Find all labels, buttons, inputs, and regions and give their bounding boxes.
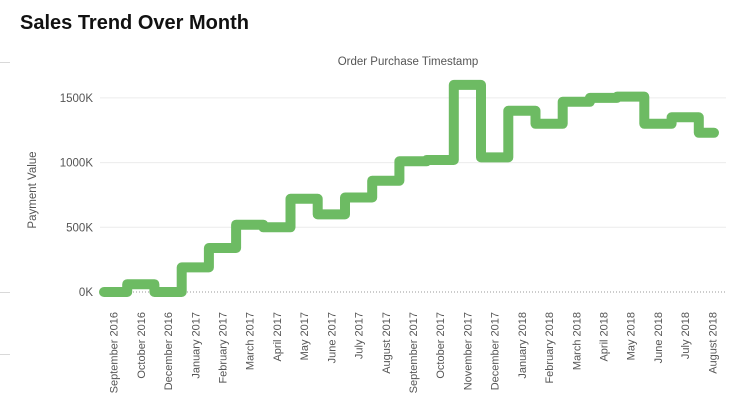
series-line	[99, 79, 719, 297]
x-axis-ticks: September 2016 October 2016 December 2016 J…	[109, 312, 720, 393]
edge-tick	[0, 354, 10, 355]
x-tick-label: July 2018	[680, 312, 692, 359]
y-tick-label: 1000K	[60, 158, 94, 170]
y-tick-label: 500K	[66, 222, 93, 234]
x-tick-label: June 2018	[653, 312, 665, 363]
x-tick-label: August 2017	[381, 312, 393, 374]
y-tick-label: 1500K	[60, 93, 94, 105]
x-tick-label: May 2017	[299, 312, 311, 360]
chart-title: Order Purchase Timestamp	[338, 56, 479, 68]
y-axis-label: Payment Value	[27, 151, 39, 228]
x-tick-label: October 2016	[136, 312, 148, 379]
x-tick-label: June 2017	[326, 312, 338, 363]
dashboard-title: Sales Trend Over Month	[20, 12, 249, 34]
x-tick-label: January 2017	[190, 312, 202, 379]
x-tick-label: May 2018	[626, 312, 638, 360]
y-tick-label: 0K	[79, 287, 93, 299]
x-tick-label: March 2017	[245, 312, 257, 370]
x-tick-label: December 2016	[163, 312, 175, 390]
x-tick-label: July 2017	[354, 312, 366, 359]
x-tick-label: April 2017	[272, 312, 284, 362]
x-tick-label: September 2017	[408, 312, 420, 393]
edge-tick	[0, 62, 10, 63]
x-tick-label: August 2018	[707, 312, 719, 374]
x-tick-label: March 2018	[571, 312, 583, 370]
x-tick-label: December 2017	[490, 312, 502, 390]
y-axis-ticks: 0K 500K 1000K 1500K	[60, 93, 94, 299]
x-tick-label: April 2018	[599, 312, 611, 362]
x-tick-label: February 2017	[217, 312, 229, 384]
x-tick-label: September 2016	[109, 312, 121, 393]
edge-tick	[0, 292, 10, 293]
x-tick-label: October 2017	[435, 312, 447, 379]
x-tick-label: January 2018	[517, 312, 529, 379]
x-tick-label: February 2018	[544, 312, 556, 384]
x-tick-label: November 2017	[462, 312, 474, 390]
